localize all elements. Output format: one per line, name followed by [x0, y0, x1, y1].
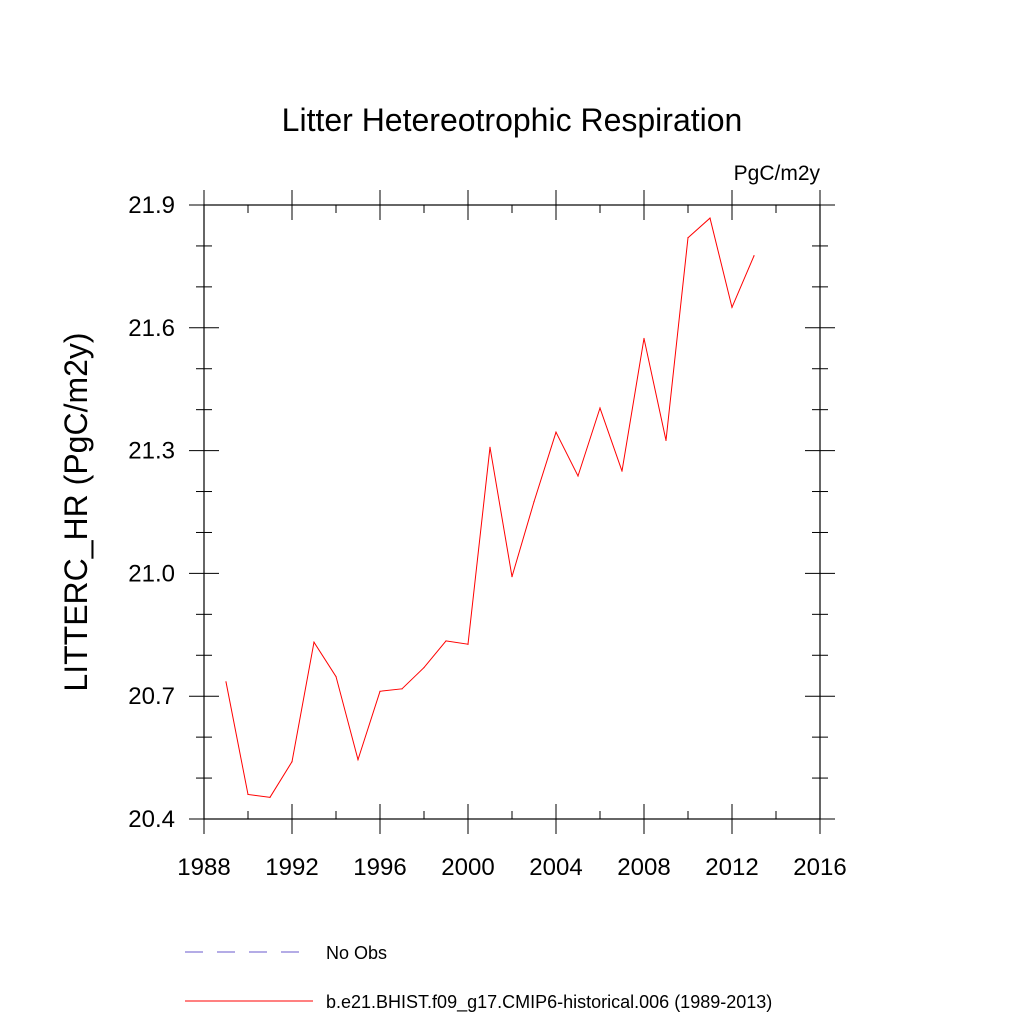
data-point	[643, 337, 645, 340]
data-point	[687, 237, 689, 239]
data-point	[753, 255, 755, 257]
data-point	[709, 217, 711, 219]
y-axis-label: LITTERC_HR (PgC/m2y)	[58, 332, 94, 691]
data-point	[291, 761, 293, 763]
data-point	[401, 688, 403, 690]
data-point	[467, 643, 469, 645]
data-point	[313, 641, 315, 643]
y-tick-label: 21.9	[128, 192, 175, 219]
data-point	[445, 640, 447, 642]
data-point	[731, 306, 733, 308]
x-tick-label: 2008	[617, 854, 670, 881]
y-tick-label: 20.7	[128, 683, 175, 710]
data-point	[379, 690, 381, 692]
legend-label-historical: b.e21.BHIST.f09_g17.CMIP6-historical.006…	[326, 992, 772, 1013]
series-line-0	[225, 217, 755, 798]
units-label: PgC/m2y	[734, 162, 821, 185]
y-tick-label: 21.3	[128, 438, 175, 465]
data-point	[577, 475, 579, 477]
data-point	[489, 446, 491, 448]
x-tick-label: 2000	[441, 854, 494, 881]
data-point	[225, 681, 227, 683]
data-point	[269, 796, 271, 798]
x-tick-label: 1992	[265, 854, 318, 881]
y-tick-label: 21.6	[128, 315, 175, 342]
x-tick-label: 1996	[353, 854, 406, 881]
data-point	[599, 407, 601, 409]
data-point	[665, 439, 667, 441]
data-point	[357, 759, 359, 761]
data-point	[247, 793, 249, 796]
series-layer	[225, 217, 755, 798]
y-tick-label: 20.4	[128, 806, 175, 833]
data-point	[621, 470, 623, 472]
chart-title: Litter Hetereotrophic Respiration	[282, 102, 743, 138]
data-point	[533, 501, 535, 503]
x-tick-label: 2004	[529, 854, 582, 881]
x-tick-label: 1988	[177, 854, 230, 881]
axis-ticks: 1988 1992 1996 2000 2004 2008 2012 2016 20.4 20.7…	[128, 190, 847, 881]
data-point	[555, 431, 557, 433]
legend-label-no-obs: No Obs	[326, 943, 387, 963]
x-tick-label: 2012	[705, 854, 758, 881]
data-point	[335, 675, 337, 678]
y-tick-label: 21.0	[128, 560, 175, 587]
x-tick-label: 2016	[793, 854, 846, 881]
plot-frame	[203, 204, 821, 820]
data-point	[423, 666, 425, 669]
data-point	[511, 576, 513, 578]
legend: No Obs b.e21.BHIST.f09_g17.CMIP6-histori…	[185, 943, 772, 1013]
